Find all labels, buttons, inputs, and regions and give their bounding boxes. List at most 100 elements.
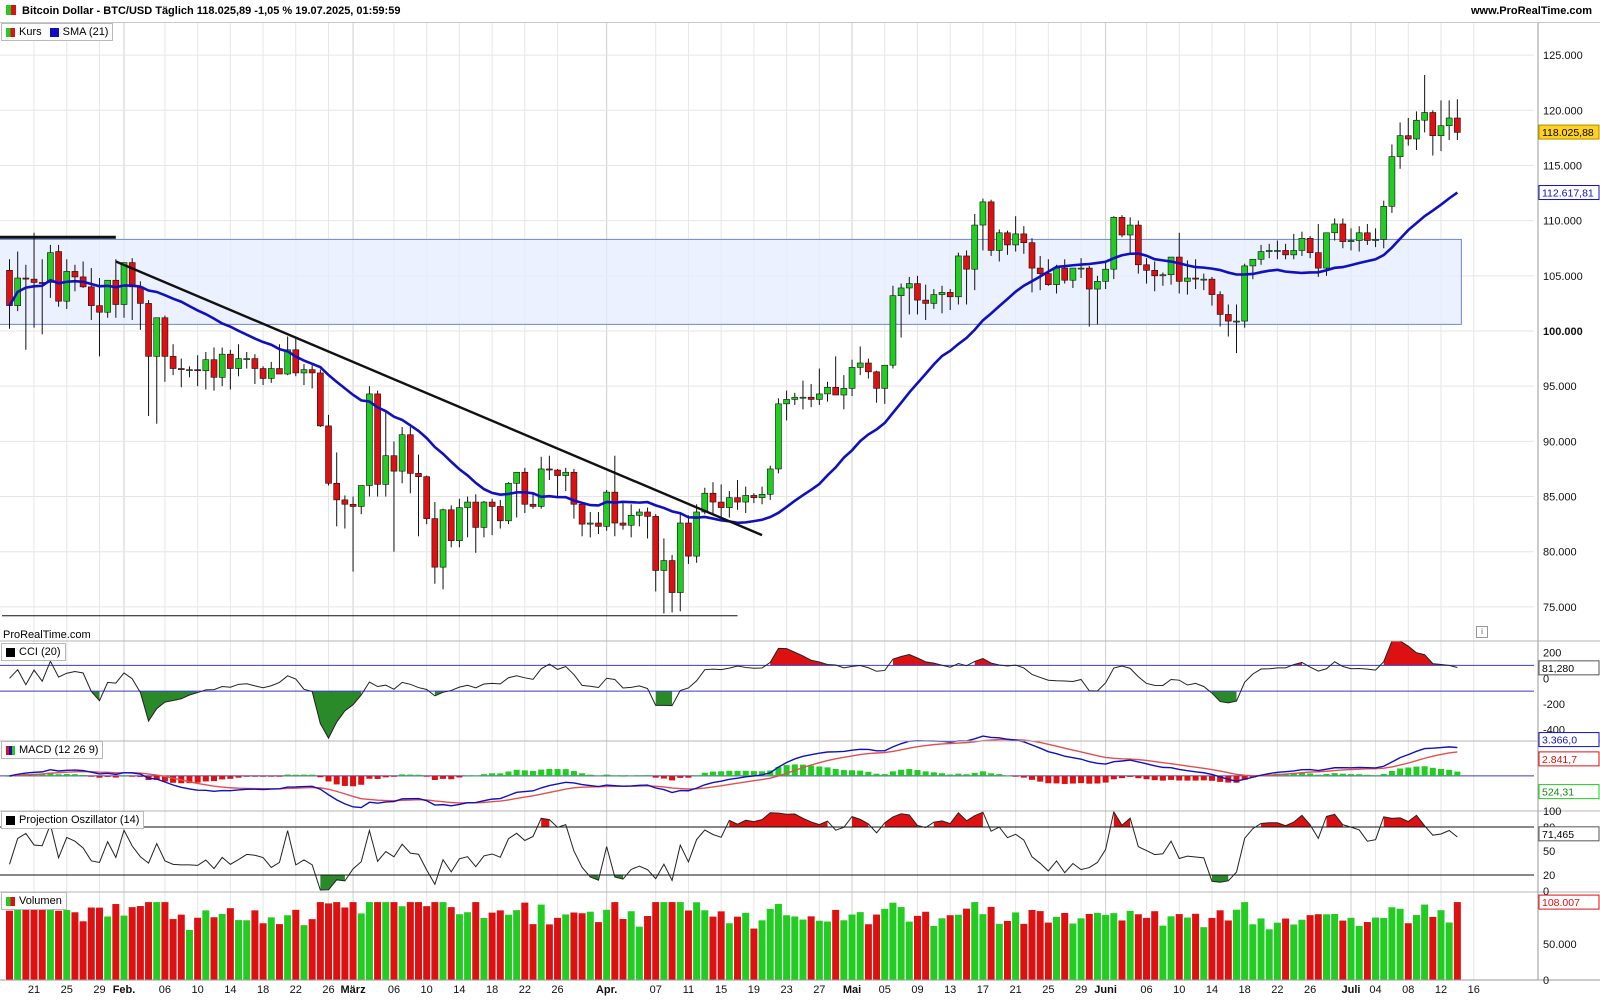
- macd-histogram-bar: [1118, 775, 1125, 779]
- candle: [202, 351, 210, 390]
- volume-bar: [1429, 916, 1437, 980]
- po-upper-area: [884, 813, 918, 827]
- cci-value-tag: 81,280: [1538, 660, 1600, 676]
- macd-histogram-bar: [906, 769, 913, 776]
- candle-body: [1069, 267, 1077, 281]
- macd-histogram-bar: [530, 770, 537, 776]
- volume-bar: [652, 902, 660, 980]
- candle: [505, 482, 512, 525]
- cci-panel: [0, 640, 1534, 740]
- candle: [889, 285, 897, 369]
- macd-histogram-bar: [251, 775, 258, 777]
- volume-bar: [1183, 917, 1191, 980]
- candle: [1159, 272, 1167, 286]
- macd-histogram-bar: [636, 775, 643, 777]
- candle-body: [317, 372, 324, 427]
- volume-bar: [734, 916, 742, 980]
- macd-histogram-bar: [325, 775, 332, 782]
- candle: [1192, 259, 1199, 290]
- volume-bar: [791, 916, 799, 980]
- candle-body: [1372, 239, 1379, 241]
- po-line: [9, 810, 1458, 891]
- candle: [1274, 240, 1281, 260]
- candle: [742, 486, 750, 514]
- macd-histogram-bar: [1061, 775, 1068, 784]
- y-tick-label: 125.000: [1543, 50, 1583, 62]
- candle: [922, 284, 929, 320]
- candle: [480, 500, 488, 538]
- po-upper-area: [1383, 815, 1425, 827]
- volume-bar: [693, 902, 701, 980]
- macd-histogram-bar: [489, 773, 496, 776]
- volume-bar: [1077, 918, 1085, 980]
- macd-histogram-bar: [1168, 775, 1175, 780]
- candle-body: [464, 501, 471, 508]
- po-legend-swatch: [6, 815, 15, 825]
- volume-tick-label: 0: [1543, 975, 1549, 987]
- candle-body: [1126, 224, 1134, 236]
- macd-histogram-bar: [1069, 775, 1076, 784]
- candle-body: [1208, 278, 1216, 295]
- po-upper-area: [1113, 811, 1131, 827]
- macd-histogram-bar: [464, 775, 471, 777]
- candle-body: [799, 396, 807, 399]
- macd-histogram-bar: [898, 769, 905, 776]
- volume-bar: [325, 903, 333, 980]
- po-lower-area: [320, 875, 345, 891]
- po-upper-area: [1261, 815, 1311, 827]
- volume-bar: [1028, 909, 1036, 980]
- macd-histogram-bar: [1405, 767, 1412, 776]
- macd-histogram-bar: [947, 774, 954, 776]
- macd-histogram-bar: [268, 775, 275, 777]
- macd-histogram-bar: [669, 775, 676, 781]
- x-tick-label: 11: [683, 984, 694, 996]
- volume-bar: [349, 902, 357, 980]
- candle-body: [734, 497, 741, 503]
- candle-body: [472, 501, 480, 528]
- macd-histogram-bar: [873, 773, 880, 776]
- volume-bar: [496, 910, 504, 980]
- candle: [415, 454, 422, 537]
- macd-histogram-bar: [734, 770, 741, 776]
- candle-body: [570, 471, 578, 505]
- volume-bar: [668, 902, 676, 980]
- candle-body: [865, 362, 872, 373]
- macd-histogram-bar: [849, 770, 856, 776]
- x-tick-label: 14: [1206, 984, 1218, 996]
- macd-histogram-bar: [309, 774, 316, 776]
- candle-body: [267, 368, 275, 379]
- candle: [488, 498, 496, 536]
- macd-histogram-bar: [963, 774, 970, 776]
- volume-bar: [1363, 922, 1371, 980]
- volume-bar: [954, 914, 962, 980]
- macd-histogram-bar: [194, 775, 201, 783]
- candle-body: [357, 485, 365, 507]
- volume-bar: [455, 914, 463, 980]
- volume-bar: [398, 906, 406, 980]
- candle-body: [595, 522, 602, 527]
- po-upper-area: [1326, 814, 1343, 827]
- volume-bar: [799, 919, 807, 980]
- candle: [1216, 291, 1224, 327]
- info-icon[interactable]: i: [1476, 626, 1488, 638]
- candle-body: [987, 201, 995, 251]
- candle: [856, 346, 864, 376]
- site-link[interactable]: www.ProRealTime.com: [1470, 5, 1592, 17]
- volume-bar: [660, 902, 668, 980]
- volume-bar: [1093, 912, 1101, 980]
- last-price-tag: 118.025,88: [1538, 124, 1600, 140]
- macd-histogram-bar: [88, 775, 95, 777]
- macd-histogram-bar: [1176, 775, 1183, 781]
- volume-bar: [480, 917, 488, 980]
- candle-body: [889, 295, 897, 366]
- candle: [120, 262, 128, 318]
- macd-histogram-bar: [1208, 775, 1215, 781]
- candle-body: [1421, 112, 1428, 121]
- macd-histogram-bar: [260, 775, 267, 777]
- candle-body: [251, 358, 259, 369]
- candle-body: [905, 283, 913, 289]
- volume-bar: [300, 925, 308, 980]
- candle: [603, 489, 610, 531]
- macd-histogram-bar: [317, 775, 324, 778]
- candle-body: [816, 393, 823, 400]
